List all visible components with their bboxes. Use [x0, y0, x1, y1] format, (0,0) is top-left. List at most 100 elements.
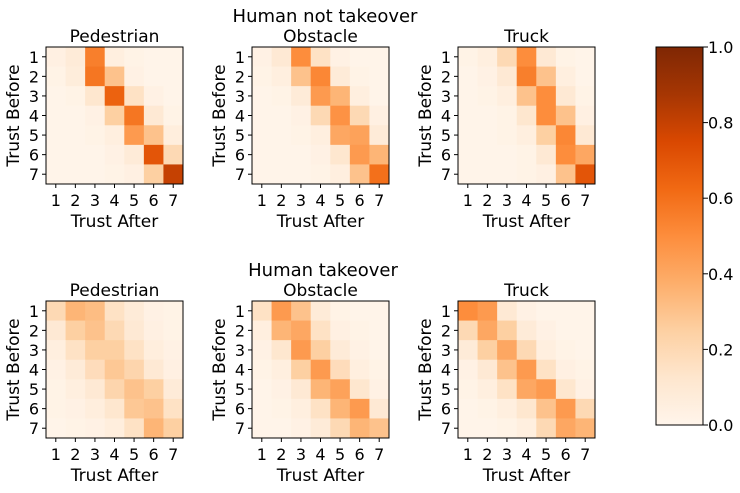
heatmap-cell — [271, 379, 292, 400]
heatmap-cell — [330, 105, 351, 126]
x-tick-label: 4 — [315, 445, 325, 464]
heatmap-cell — [65, 398, 86, 419]
heatmap-cell — [124, 320, 145, 341]
heatmap-cell — [458, 359, 478, 380]
heatmap-cell — [349, 320, 370, 341]
x-tick-label: 1 — [51, 445, 61, 464]
heatmap-cell — [575, 144, 596, 165]
heatmap-cell — [497, 144, 518, 165]
heatmap-cell — [349, 125, 370, 146]
heatmap-cell — [143, 66, 164, 87]
heatmap-cell — [124, 359, 145, 380]
heatmap-cell — [291, 66, 312, 87]
heatmap-cell — [369, 144, 390, 165]
heatmap-cell — [330, 398, 351, 419]
heatmap-cell — [369, 379, 390, 400]
heatmap-cell — [516, 340, 537, 361]
heatmap-cell — [104, 418, 125, 439]
heatmap-cell — [575, 164, 596, 185]
heatmap-cell — [555, 418, 576, 439]
y-tick-label: 7 — [441, 165, 451, 184]
heatmap-cell — [271, 86, 292, 107]
y-tick-label: 7 — [441, 419, 451, 438]
heatmap-cell — [163, 359, 184, 380]
heatmap-cell — [85, 164, 106, 185]
heatmap-cell — [310, 164, 331, 185]
x-tick-label: 7 — [580, 445, 590, 464]
heatmap-cell — [516, 86, 537, 107]
x-axis-label: Trust After — [482, 212, 570, 232]
x-tick-label: 5 — [129, 191, 139, 210]
heatmap-cell — [349, 359, 370, 380]
x-tick-label: 7 — [168, 445, 178, 464]
heatmap-cell — [369, 86, 390, 107]
heatmap-cell — [104, 105, 125, 126]
heatmap-cell — [536, 320, 557, 341]
heatmap-cell — [46, 320, 66, 341]
heatmap-cell — [555, 144, 576, 165]
heatmap-cell — [349, 105, 370, 126]
heatmap-cell — [477, 359, 498, 380]
colorbar-tick-label: 0.2 — [708, 340, 733, 359]
y-tick-label: 5 — [29, 380, 39, 399]
heatmap-cell — [536, 340, 557, 361]
heatmap-cell — [330, 66, 351, 87]
heatmap-cell — [252, 144, 272, 165]
heatmap-cell — [369, 359, 390, 380]
heatmap-cell — [65, 359, 86, 380]
heatmap-cell — [252, 340, 272, 361]
heatmap-cell — [555, 379, 576, 400]
heatmap-cell — [124, 340, 145, 361]
heatmap-cell — [291, 359, 312, 380]
heatmap-cell — [477, 144, 498, 165]
heatmap-cell — [516, 66, 537, 87]
heatmap-cell — [65, 66, 86, 87]
heatmap-cell — [104, 398, 125, 419]
heatmap-cell — [369, 301, 390, 321]
heatmap-cell — [497, 125, 518, 146]
x-axis-label: Trust After — [70, 466, 158, 486]
heatmap-cell — [477, 379, 498, 400]
heatmap-cell — [291, 164, 312, 185]
heatmap-cell — [163, 379, 184, 400]
heatmap-cell — [104, 66, 125, 87]
heatmap-cell — [163, 66, 184, 87]
x-tick-label: 2 — [276, 445, 286, 464]
y-tick-label: 3 — [441, 341, 451, 360]
heatmap-cell — [555, 66, 576, 87]
heatmap-cell — [46, 340, 66, 361]
heatmap-cell — [163, 125, 184, 146]
heatmap-cell — [124, 144, 145, 165]
heatmap-cell — [143, 125, 164, 146]
heatmap-cell — [330, 301, 351, 321]
x-tick-label: 6 — [561, 445, 571, 464]
heatmap-cell — [516, 144, 537, 165]
heatmap-cell — [536, 47, 557, 67]
heatmap-cell — [46, 125, 66, 146]
heatmap-cell — [477, 340, 498, 361]
heatmap-cell — [291, 320, 312, 341]
heatmap-cell — [104, 144, 125, 165]
heatmap-cell — [516, 47, 537, 67]
heatmap-cell — [477, 301, 498, 321]
heatmap-cell — [555, 47, 576, 67]
heatmap-cell — [143, 86, 164, 107]
x-tick-label: 4 — [109, 445, 119, 464]
heatmap-cell — [369, 398, 390, 419]
heatmap-cell — [271, 105, 292, 126]
heatmap-cell — [252, 66, 272, 87]
y-tick-label: 2 — [235, 67, 245, 86]
heatmap-cell — [85, 66, 106, 87]
heatmap-cell — [497, 301, 518, 321]
heatmap-cell — [85, 398, 106, 419]
heatmap-cell — [575, 105, 596, 126]
x-tick-label: 3 — [296, 191, 306, 210]
heatmap-cell — [252, 105, 272, 126]
heatmap-cell — [291, 47, 312, 67]
heatmap-cell — [291, 418, 312, 439]
heatmap-cell — [310, 418, 331, 439]
heatmap-cell — [291, 125, 312, 146]
heatmap-cell — [536, 301, 557, 321]
